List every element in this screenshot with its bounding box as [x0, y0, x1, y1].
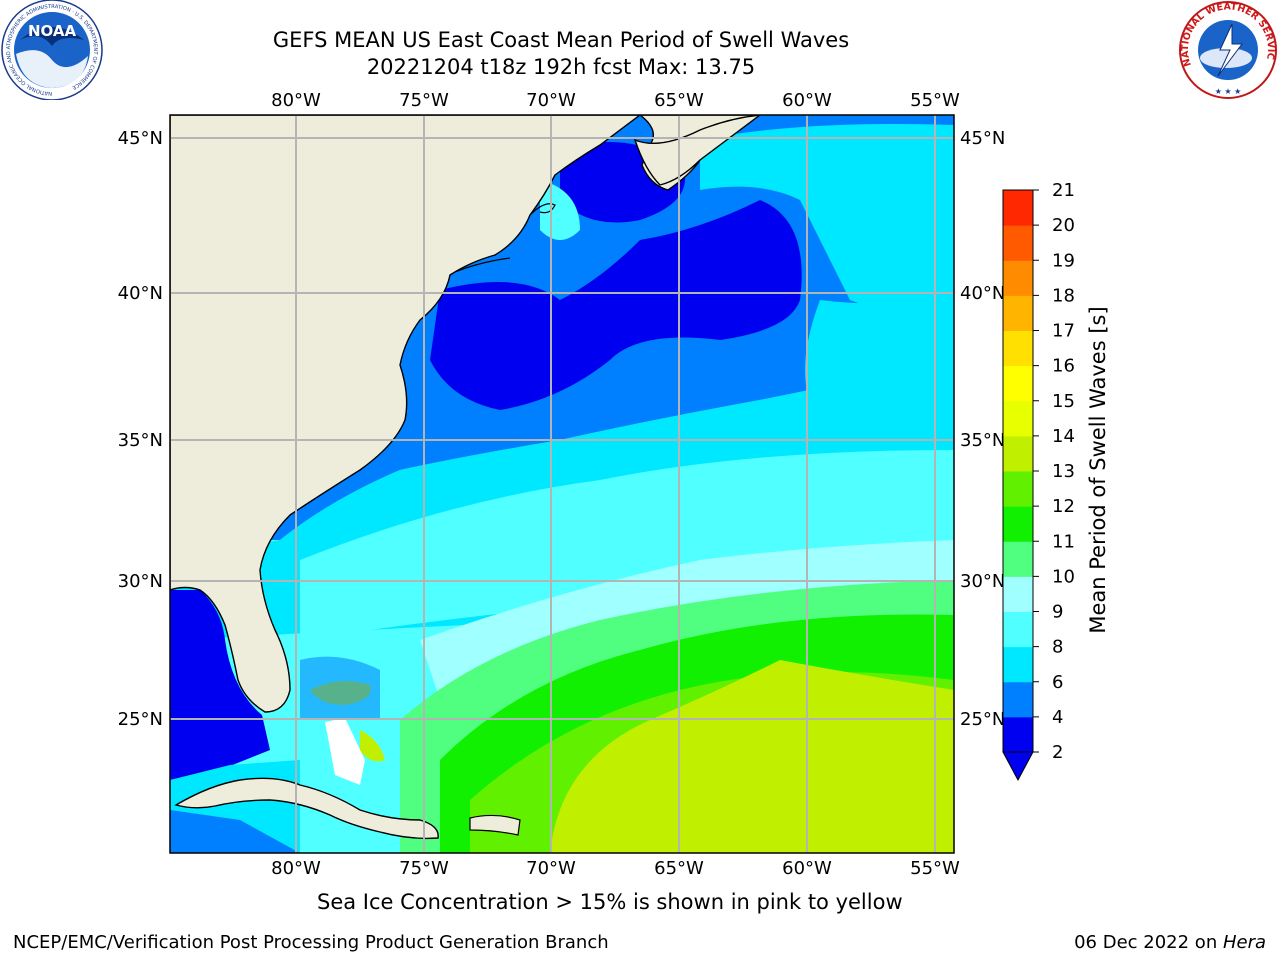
lon-label: 70°W: [526, 90, 576, 111]
lat-label: 35°N: [960, 430, 1005, 451]
colorbar-tick-label: 4: [1052, 707, 1063, 728]
footer-date: 06 Dec 2022 on: [1074, 932, 1223, 953]
north-america-land: [170, 115, 761, 713]
footer-right: 06 Dec 2022 on Hera: [1074, 932, 1266, 953]
colorbar-tick-label: 19: [1052, 250, 1075, 271]
sea-ice-caption: Sea Ice Concentration > 15% is shown in …: [317, 890, 903, 914]
colorbar-tick-label: 16: [1052, 356, 1075, 377]
footer-machine: Hera: [1222, 932, 1266, 953]
colorbar-tick-label: 8: [1052, 637, 1063, 658]
colorbar-tick-label: 15: [1052, 391, 1075, 412]
colorbar-segment: [1003, 435, 1033, 472]
svg-text:★ ★ ★: ★ ★ ★: [1215, 87, 1242, 96]
colorbar-tick-label: 11: [1052, 531, 1075, 552]
lon-label: 65°W: [654, 90, 704, 111]
colorbar-extend-triangle: [1002, 751, 1034, 782]
colorbar-segment: [1003, 611, 1033, 648]
map-frame: [169, 114, 955, 854]
lat-label: 25°N: [118, 709, 163, 730]
colorbar-label: Mean Period of Swell Waves [s]: [1086, 306, 1110, 633]
lon-label: 55°W: [910, 90, 960, 111]
colorbar-segment: [1003, 190, 1033, 226]
lat-label: 40°N: [960, 283, 1005, 304]
lat-label: 40°N: [118, 283, 163, 304]
colorbar-segment: [1003, 365, 1033, 402]
lat-labels-right: 45°N 40°N 35°N 30°N 25°N: [960, 128, 1005, 730]
colorbar-segment: [1003, 471, 1033, 507]
lon-label: 65°W: [654, 858, 704, 879]
nws-logo: NATIONAL WEATHER SERVICE ★ ★ ★: [1176, 0, 1277, 99]
colorbar-tick-label: 20: [1052, 215, 1075, 236]
colorbar-tick-label: 9: [1052, 602, 1063, 623]
lat-label: 30°N: [118, 571, 163, 592]
cuba-land: [174, 777, 439, 840]
lon-label: 60°W: [782, 90, 832, 111]
footer-left: NCEP/EMC/Verification Post Processing Pr…: [13, 932, 609, 953]
colorbar-segment: [1003, 681, 1033, 718]
colorbar-segment: [1003, 330, 1033, 367]
lon-label: 55°W: [910, 858, 960, 879]
lon-labels-bottom: 80°W 75°W 70°W 65°W 60°W 55°W: [271, 858, 960, 879]
colorbar-tick-label: 17: [1052, 321, 1075, 342]
lat-label: 45°N: [960, 128, 1005, 149]
map-title: GEFS MEAN US East Coast Mean Period of S…: [272, 28, 850, 52]
colorbar-segment: [1003, 576, 1033, 612]
noaa-logo-text: NOAA: [28, 22, 77, 40]
lat-labels-left: 45°N 40°N 35°N 30°N 25°N: [118, 128, 163, 730]
colorbar-segment: [1003, 400, 1033, 437]
colorbar-tick-label: 12: [1052, 496, 1075, 517]
lat-label: 45°N: [118, 128, 163, 149]
colorbar-tick-label: 14: [1052, 426, 1075, 447]
colorbar: 2 4 6 8 9 10 11 12 13 14 15 16 17 18 19 20 21: [1002, 180, 1075, 782]
colorbar-tick-label: 18: [1052, 285, 1075, 306]
lon-label: 75°W: [399, 858, 449, 879]
map-fill-area: [170, 115, 954, 853]
lat-label: 35°N: [118, 430, 163, 451]
graticule: [170, 115, 954, 853]
lon-label: 70°W: [526, 858, 576, 879]
lon-label: 60°W: [782, 858, 832, 879]
lat-label: 25°N: [960, 709, 1005, 730]
lon-label: 80°W: [271, 858, 321, 879]
lon-label: 75°W: [399, 90, 449, 111]
colorbar-tick-label: 21: [1052, 180, 1075, 201]
colorbar-tick-label: 6: [1052, 672, 1063, 693]
colorbar-segment: [1003, 506, 1033, 542]
lon-label: 80°W: [271, 90, 321, 111]
colorbar-tick-label: 2: [1052, 742, 1063, 763]
colorbar-segment: [1003, 225, 1033, 261]
lon-labels-top: 80°W 75°W 70°W 65°W 60°W 55°W: [271, 90, 960, 111]
colorbar-segment: [1003, 295, 1033, 331]
colorbar-segment: [1003, 646, 1033, 683]
colorbar-segment: [1003, 541, 1033, 577]
colorbar-segment: [1003, 260, 1033, 296]
colorbar-tick-label: 10: [1052, 566, 1075, 587]
map-subtitle: 20221204 t18z 192h fcst Max: 13.75: [366, 55, 756, 79]
colorbar-segment: [1003, 716, 1033, 753]
colorbar-tick-label: 13: [1052, 461, 1075, 482]
noaa-logo: NOAA NATIONAL OCEANIC AND ATMOSPHERIC AD…: [1, 0, 103, 100]
lat-label: 30°N: [960, 571, 1005, 592]
